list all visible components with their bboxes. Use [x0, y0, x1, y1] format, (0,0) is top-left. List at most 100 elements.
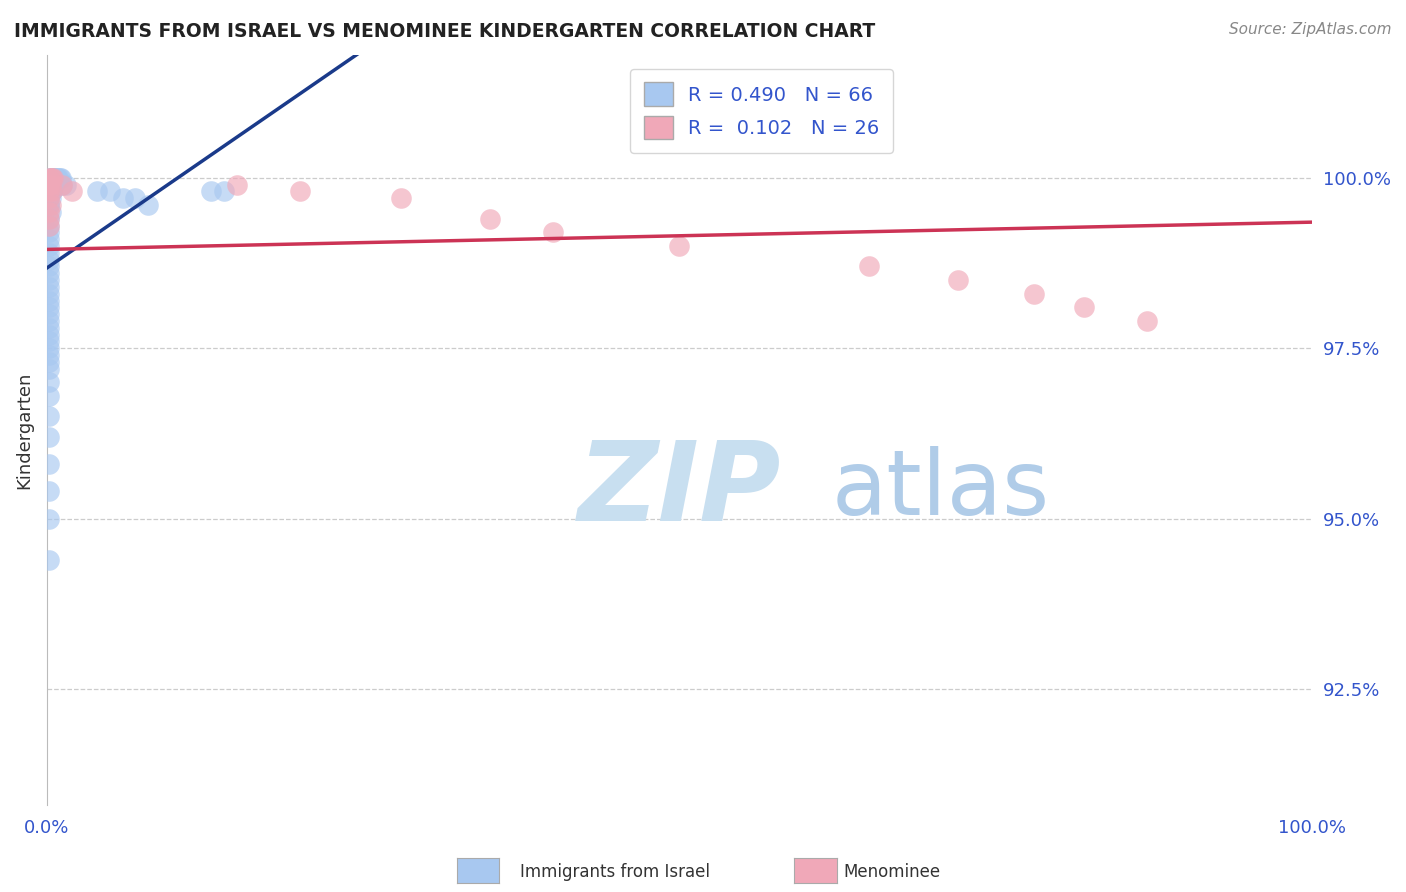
Point — [41, 170, 63, 185]
Point — [51, 178, 73, 192]
Point — [38, 185, 60, 199]
Point — [38, 226, 60, 240]
Point — [38, 484, 60, 499]
Point — [541, 226, 564, 240]
Point — [111, 191, 134, 205]
Point — [38, 170, 60, 185]
Point — [1073, 301, 1095, 315]
Y-axis label: Kindergarten: Kindergarten — [15, 371, 32, 489]
Point — [44, 178, 66, 192]
Point — [124, 191, 146, 205]
Point — [1136, 314, 1159, 328]
Point — [39, 170, 62, 185]
Point — [39, 178, 62, 192]
Point — [38, 245, 60, 260]
Point — [38, 170, 60, 185]
Point — [38, 361, 60, 376]
Point — [39, 205, 62, 219]
Point — [225, 178, 247, 192]
Point — [38, 198, 60, 212]
Point — [1022, 286, 1045, 301]
Point — [45, 170, 67, 185]
Point — [41, 178, 63, 192]
Point — [38, 252, 60, 267]
Point — [39, 178, 62, 192]
Point — [38, 191, 60, 205]
Point — [41, 185, 63, 199]
Point — [136, 198, 159, 212]
Point — [38, 334, 60, 349]
Point — [38, 191, 60, 205]
Point — [39, 170, 62, 185]
Point — [39, 191, 62, 205]
Point — [38, 327, 60, 342]
Point — [38, 552, 60, 566]
Point — [212, 185, 235, 199]
Point — [38, 409, 60, 424]
Point — [38, 219, 60, 233]
Point — [38, 198, 60, 212]
Point — [38, 430, 60, 444]
Point — [38, 211, 60, 226]
Point — [55, 178, 77, 192]
Point — [39, 185, 62, 199]
Point — [38, 457, 60, 471]
Point — [478, 211, 501, 226]
Point — [38, 205, 60, 219]
Point — [38, 266, 60, 280]
Point — [42, 170, 65, 185]
Point — [39, 198, 62, 212]
Legend: R = 0.490   N = 66, R =  0.102   N = 26: R = 0.490 N = 66, R = 0.102 N = 26 — [630, 69, 893, 153]
Point — [41, 170, 63, 185]
Point — [38, 280, 60, 294]
Point — [39, 178, 62, 192]
Point — [668, 239, 690, 253]
Point — [44, 170, 66, 185]
Text: IMMIGRANTS FROM ISRAEL VS MENOMINEE KINDERGARTEN CORRELATION CHART: IMMIGRANTS FROM ISRAEL VS MENOMINEE KIND… — [14, 22, 876, 41]
Point — [38, 232, 60, 246]
Point — [38, 239, 60, 253]
Point — [41, 185, 63, 199]
Point — [38, 211, 60, 226]
Point — [48, 170, 70, 185]
Point — [60, 185, 83, 199]
Point — [38, 178, 60, 192]
Point — [38, 341, 60, 355]
Point — [49, 170, 72, 185]
Point — [38, 301, 60, 315]
Point — [51, 178, 73, 192]
Point — [38, 511, 60, 525]
Point — [38, 307, 60, 321]
Point — [38, 178, 60, 192]
Point — [200, 185, 222, 199]
Point — [38, 348, 60, 362]
Point — [38, 320, 60, 334]
Text: atlas: atlas — [831, 446, 1049, 534]
Point — [41, 185, 63, 199]
Text: Source: ZipAtlas.com: Source: ZipAtlas.com — [1229, 22, 1392, 37]
Point — [98, 185, 121, 199]
Point — [86, 185, 108, 199]
Point — [288, 185, 311, 199]
Text: Menominee: Menominee — [844, 863, 941, 881]
Point — [38, 219, 60, 233]
Point — [38, 185, 60, 199]
Point — [46, 170, 69, 185]
Point — [389, 191, 412, 205]
Point — [38, 260, 60, 274]
Text: Immigrants from Israel: Immigrants from Israel — [520, 863, 710, 881]
Point — [858, 260, 880, 274]
Point — [38, 178, 60, 192]
Point — [38, 376, 60, 390]
Point — [38, 314, 60, 328]
Point — [38, 355, 60, 369]
Point — [42, 178, 65, 192]
Point — [46, 170, 69, 185]
Point — [38, 293, 60, 308]
Point — [42, 170, 65, 185]
Point — [946, 273, 969, 287]
Point — [38, 389, 60, 403]
Point — [38, 273, 60, 287]
Text: ZIP: ZIP — [578, 436, 782, 543]
Point — [38, 286, 60, 301]
